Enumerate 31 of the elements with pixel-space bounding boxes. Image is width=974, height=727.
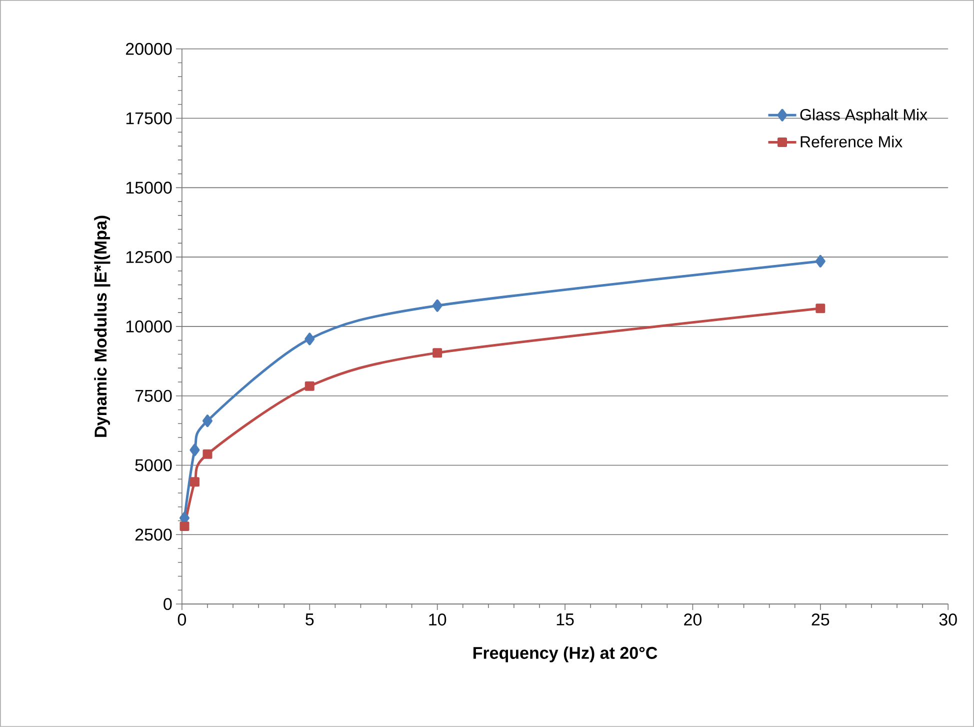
y-tick-label: 15000 [126,182,172,194]
y-tick-label: 12500 [126,251,172,264]
x-tick-label: 15 [556,614,574,626]
point [190,477,200,487]
legend-label: Glass Asphalt Mix [800,108,928,124]
point [202,449,212,459]
x-tick-label: 10 [429,614,446,626]
y-tick-label: 10000 [126,320,172,333]
x-axis-title: Frequency (Hz) at 20°C [473,646,658,662]
y-tick-label: 2500 [135,528,172,541]
point [432,299,442,312]
point [190,444,200,456]
x-tick-label: 25 [812,614,830,626]
point [180,522,190,532]
point [432,348,442,358]
x-tick-label: 5 [306,614,314,626]
point [304,332,315,346]
legend-label: Reference Mix [800,136,902,148]
point [816,304,826,314]
point [304,381,314,391]
point [815,255,826,268]
x-tick-label: 20 [684,614,702,626]
y-tick-label: 0 [164,598,172,610]
y-tick-label: 5000 [135,459,172,472]
point [202,414,212,428]
y-tick-label: 17500 [126,112,172,124]
x-tick-label: 30 [939,614,957,626]
x-tick-label: 0 [178,614,186,626]
y-tick-label: 7500 [135,390,172,402]
y-axis-title: Dynamic Modulus |E*|(Mpa) [94,216,110,437]
y-tick-label: 20000 [126,42,172,55]
